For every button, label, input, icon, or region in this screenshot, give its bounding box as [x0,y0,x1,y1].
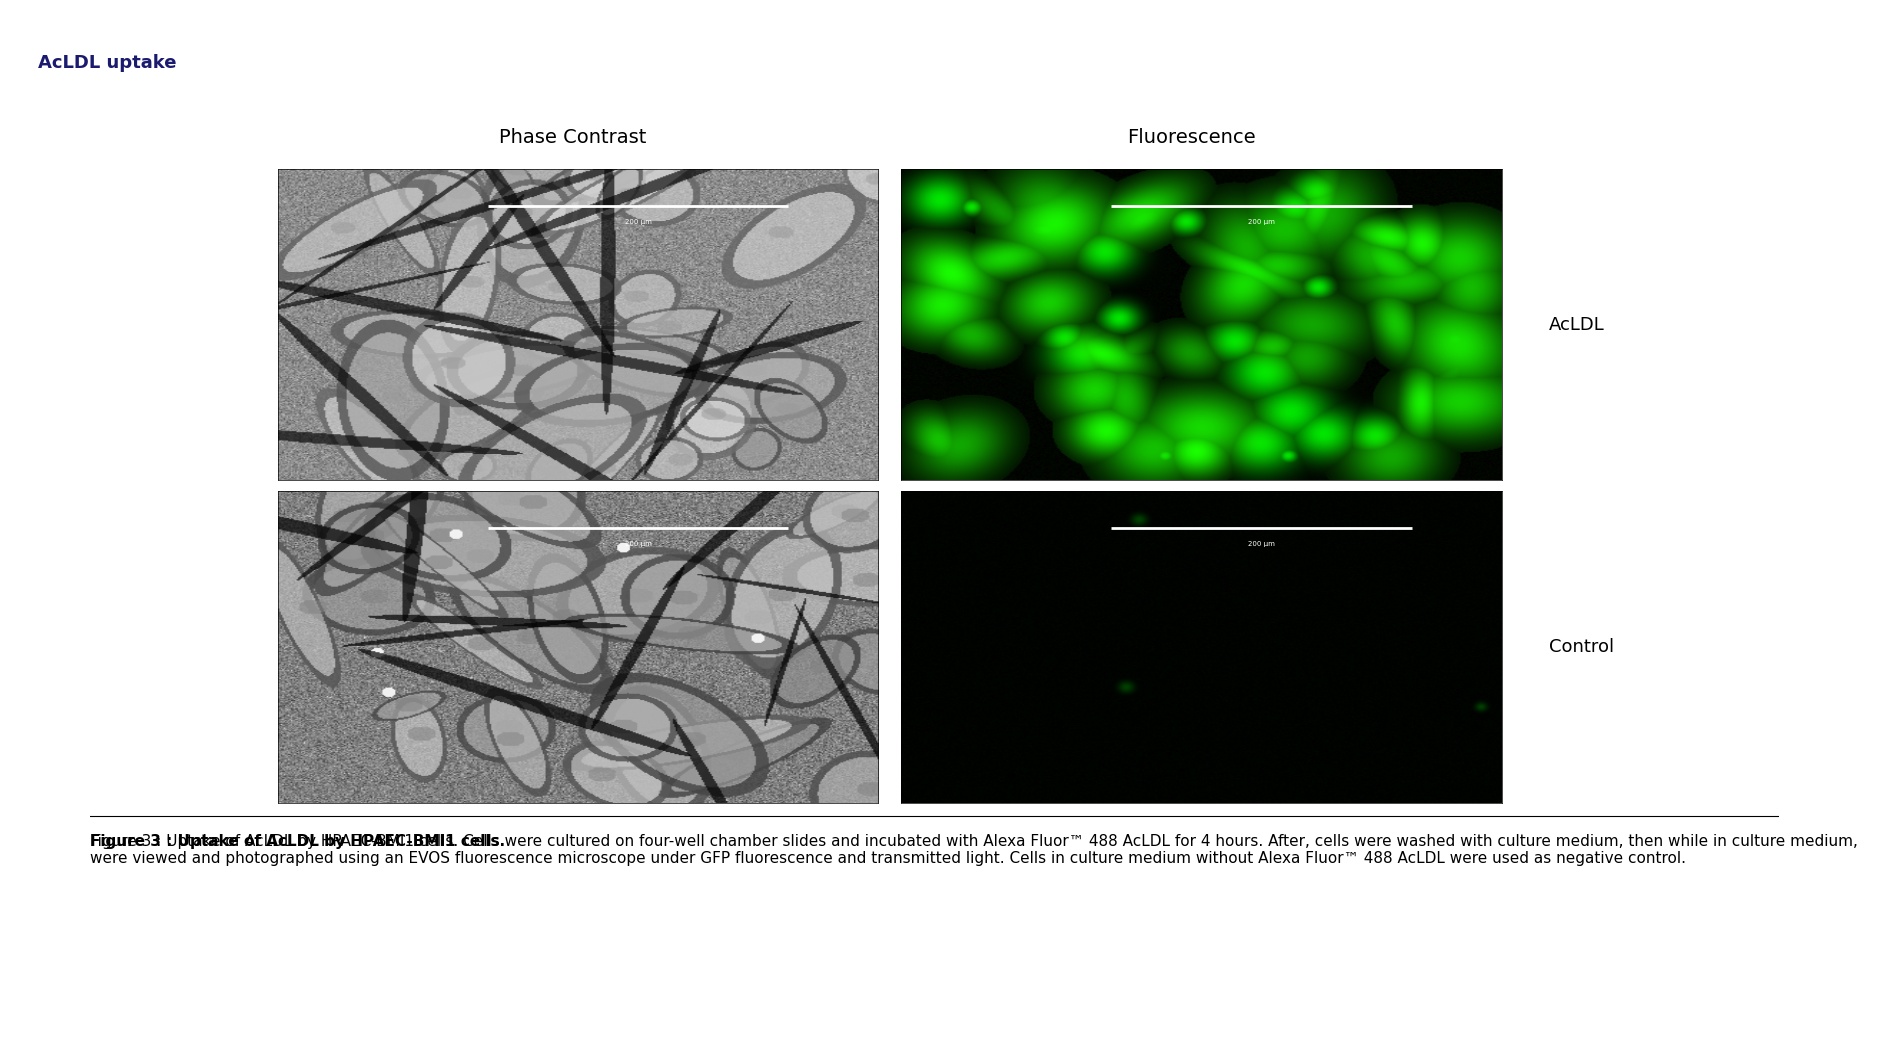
Text: 200 µm: 200 µm [625,219,651,225]
Text: Figure 3 : Uptake of AcLDL by HPAEC-BMI1 cells.: Figure 3 : Uptake of AcLDL by HPAEC-BMI1… [90,834,505,849]
Text: 200 µm: 200 µm [625,541,651,547]
Text: Control: Control [1549,638,1614,656]
Text: Fluorescence: Fluorescence [1128,128,1256,147]
Text: 200 µm: 200 µm [1248,219,1274,225]
Text: Phase Contrast: Phase Contrast [499,128,646,147]
Text: 200 µm: 200 µm [1248,541,1274,547]
Text: Figure 3 : Uptake of AcLDL by HPAEC-BMI1 cells. Cells were cultured on four-well: Figure 3 : Uptake of AcLDL by HPAEC-BMI1… [90,834,1858,866]
Text: AcLDL: AcLDL [1549,316,1605,334]
Text: AcLDL uptake: AcLDL uptake [38,54,176,73]
